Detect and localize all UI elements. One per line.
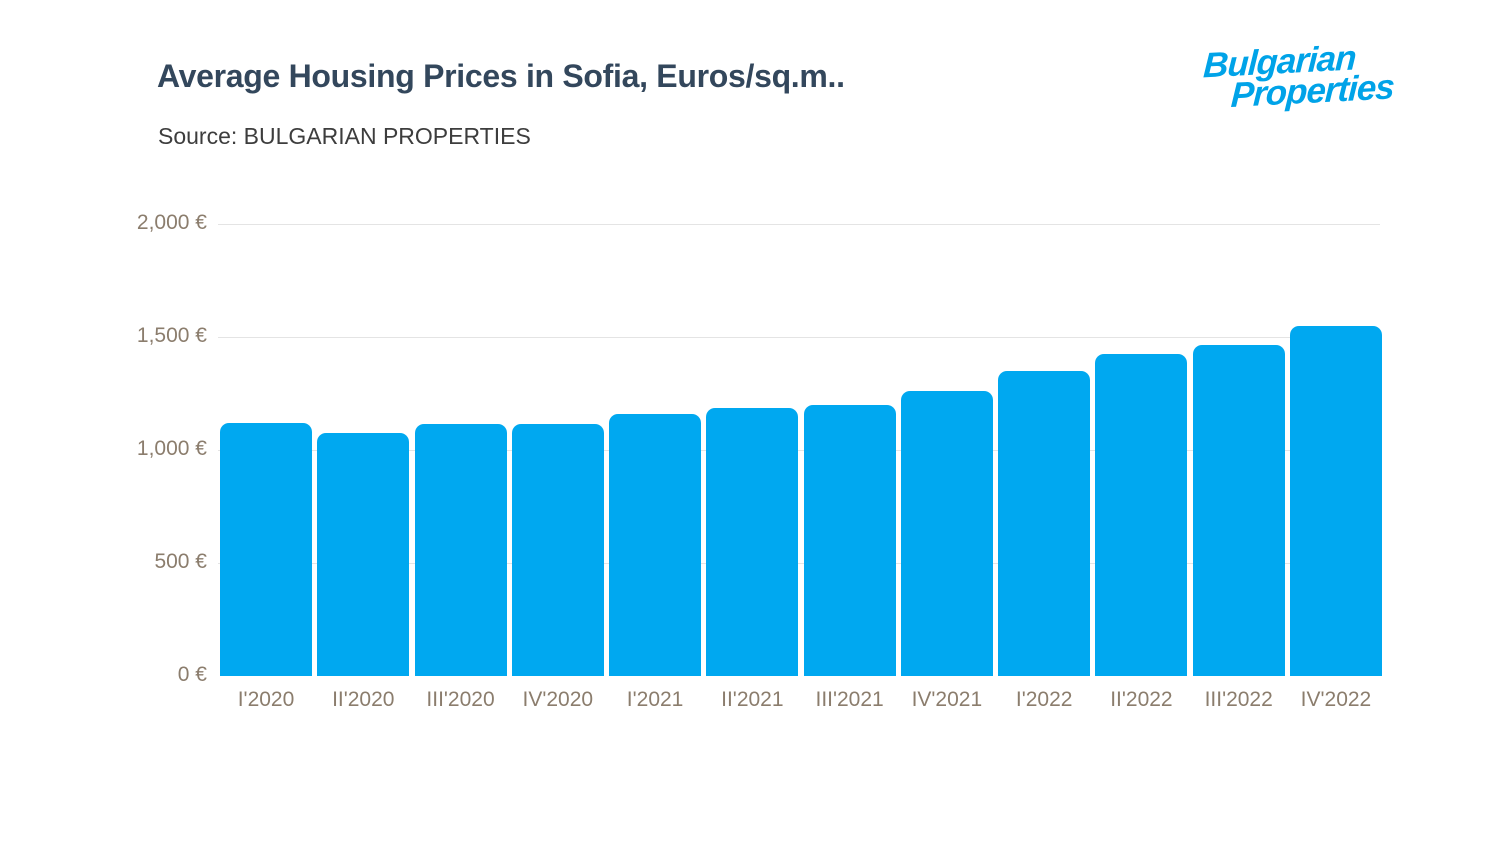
bar-I'2021 <box>609 413 702 676</box>
bar-IV'2022 <box>1289 326 1382 676</box>
bulgarian-properties-logo: Bulgarian Properties <box>1202 38 1446 115</box>
x-tick-label: IV'2020 <box>522 688 594 711</box>
gridline-1500 <box>218 337 1380 338</box>
bar-I'2020 <box>220 423 312 676</box>
x-tick-label: I'2020 <box>237 688 295 711</box>
x-tick-label: III'2022 <box>1204 688 1273 711</box>
x-tick-label: IV'2022 <box>1300 688 1372 711</box>
bar-II'2020 <box>317 432 410 676</box>
gridline-1000 <box>218 450 1380 451</box>
x-tick-label: II'2022 <box>1110 688 1173 711</box>
y-tick-label: 1,000 € <box>136 437 207 460</box>
x-tick-label: II'2021 <box>721 688 784 711</box>
gridline-2000 <box>218 224 1380 225</box>
x-tick-label: I'2022 <box>1015 688 1073 711</box>
x-tick-label: III'2021 <box>815 688 884 711</box>
x-tick-label: III'2020 <box>426 688 495 711</box>
bar-IV'2021 <box>900 391 993 676</box>
y-tick-label: 1,500 € <box>136 324 207 347</box>
bar-I'2022 <box>998 371 1091 676</box>
bar-III'2021 <box>803 405 896 676</box>
x-tick-label: I'2021 <box>626 688 684 711</box>
page-title: Average Housing Prices in Sofia, Euros/s… <box>157 58 845 94</box>
gridline-500 <box>218 563 1380 564</box>
y-tick-label: 2,000 € <box>136 211 207 234</box>
logo-line2: Properties <box>1229 67 1395 115</box>
bar-IV'2020 <box>511 423 604 676</box>
bar-II'2022 <box>1095 353 1188 676</box>
source-label: Source: BULGARIAN PROPERTIES <box>158 123 531 149</box>
x-tick-label: IV'2021 <box>911 688 983 711</box>
bar-II'2021 <box>706 408 799 676</box>
y-tick-label: 500 € <box>154 550 207 573</box>
y-tick-label: 0 € <box>177 663 207 686</box>
plot-area <box>218 224 1382 676</box>
bar-III'2022 <box>1192 344 1285 676</box>
x-tick-label: II'2020 <box>332 688 395 711</box>
bar-III'2020 <box>414 424 507 676</box>
